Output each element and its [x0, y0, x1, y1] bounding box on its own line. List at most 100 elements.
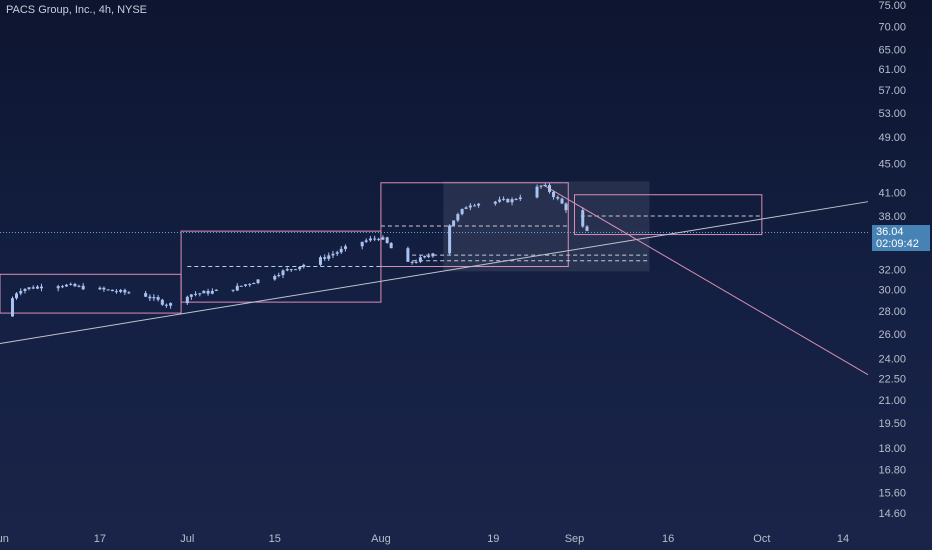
candle-body [460, 208, 464, 215]
y-tick-label: 28.00 [878, 306, 906, 318]
candle-body [102, 287, 106, 290]
candle-body [160, 299, 164, 305]
price-axis: 75.00 70.00 65.00 61.00 57.00 53.00 49.00 45.00… [878, 0, 906, 520]
candle-body [418, 257, 422, 262]
candle-body [548, 185, 552, 192]
candle-body [498, 199, 502, 202]
candles [10, 183, 589, 317]
candle-body [69, 283, 73, 285]
candle-body [206, 290, 210, 294]
y-tick-label: 15.60 [878, 487, 906, 499]
candle-body [31, 287, 35, 289]
candle-body [10, 298, 14, 317]
range-box [380, 182, 569, 268]
x-tick-label: Jul [180, 533, 194, 545]
candle-body [189, 294, 193, 297]
candle-body [252, 282, 256, 285]
candle-body [323, 257, 327, 259]
candle-body [64, 284, 68, 287]
candle-body [452, 220, 456, 226]
y-tick-label: 26.00 [878, 329, 906, 341]
candle-body [343, 246, 347, 249]
candle-body [106, 289, 110, 291]
y-tick-label: 53.00 [878, 108, 906, 120]
range-box [0, 273, 182, 314]
candle-body [406, 248, 410, 262]
candle-body [277, 275, 281, 277]
candle-body [414, 261, 418, 263]
candle-body [289, 269, 293, 271]
x-tick-label: 15 [269, 533, 281, 545]
candle-body [169, 303, 173, 306]
candle-body [427, 256, 431, 258]
y-tick-label: 41.00 [878, 187, 906, 199]
candle-body [127, 292, 131, 294]
candle-body [327, 255, 331, 259]
candle-body [273, 275, 277, 280]
candle-body [535, 186, 539, 198]
candle-body [473, 205, 477, 207]
x-tick-label: Sep [565, 533, 585, 545]
candle-body [468, 205, 472, 208]
y-tick-label: 19.50 [878, 418, 906, 430]
candle-body [202, 290, 206, 294]
candle-body [464, 207, 468, 209]
x-tick-label: 17 [94, 533, 106, 545]
candle-body [331, 253, 335, 256]
candle-body [156, 297, 160, 300]
symbol-header[interactable]: PACS Group, Inc., 4h, NYSE [6, 4, 148, 16]
y-tick-label: 32.00 [878, 264, 906, 276]
candle-body [185, 296, 189, 304]
candle-body [256, 279, 260, 283]
candle-body [564, 203, 568, 211]
candle-body [164, 304, 168, 306]
dashed-levels [0, 215, 868, 268]
candle-body [585, 226, 589, 231]
candle-body [448, 225, 452, 254]
y-tick-label: 21.00 [878, 395, 906, 407]
candle-body [556, 197, 560, 199]
candle-body [539, 185, 543, 187]
y-tick-label: 30.00 [878, 284, 906, 296]
candle-body [244, 284, 248, 286]
y-tick-label: 45.00 [878, 159, 906, 171]
range-boxes [0, 182, 763, 314]
candle-body [148, 296, 152, 299]
candle-body [110, 289, 114, 292]
candle-body [56, 286, 60, 289]
candle-body [423, 256, 427, 258]
candle-body [302, 264, 306, 267]
shaded-zone [443, 181, 650, 272]
candle-body [14, 293, 18, 299]
candle-body [198, 293, 202, 295]
candle-body [431, 253, 435, 257]
x-tick-label: 14 [837, 533, 849, 545]
y-tick-label: 57.00 [878, 85, 906, 97]
candle-body [456, 214, 460, 221]
candle-body [281, 270, 285, 276]
candle-body [119, 289, 123, 292]
x-tick-label: 19 [487, 533, 499, 545]
candle-body [239, 285, 243, 287]
candle-body [335, 252, 339, 254]
candle-body [214, 289, 218, 291]
candle-body [194, 293, 198, 295]
candle-body [381, 237, 385, 240]
candle-body [502, 198, 506, 200]
trendlines [0, 184, 869, 376]
y-tick-label: 70.00 [878, 21, 906, 33]
time-axis: Jun 17 Jul 15 Aug 19 Sep 16 Oct 14 [0, 533, 849, 545]
candle-body [60, 286, 64, 288]
x-tick-label: 16 [662, 533, 674, 545]
candle-body [318, 257, 322, 265]
candle-body [73, 283, 77, 287]
y-tick-label: 75.00 [878, 0, 906, 12]
candle-body [510, 199, 514, 203]
y-tick-label: 14.60 [878, 508, 906, 520]
candle-body [123, 289, 127, 293]
shaded-zones [443, 181, 650, 272]
candle-body [23, 288, 27, 291]
candle-body [81, 285, 85, 290]
